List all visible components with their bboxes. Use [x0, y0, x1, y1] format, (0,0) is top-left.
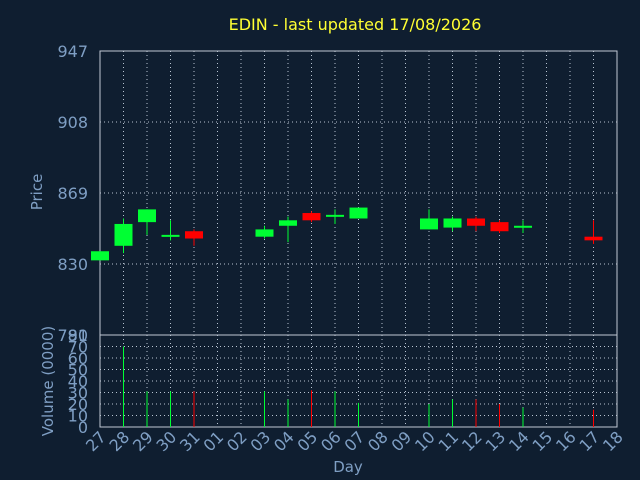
volume-tick-label: 70 [68, 338, 88, 357]
volume-axis-label: Volume (0000) [39, 326, 57, 436]
volume-tick-label: 60 [68, 349, 88, 368]
day-axis-label: Day [333, 458, 363, 476]
candle-body [443, 218, 462, 228]
price-tick-label: 791 [57, 326, 88, 345]
candle-body [302, 213, 321, 221]
price-tick-label: 869 [57, 184, 88, 203]
chart-title: EDIN - last updated 17/08/2026 [229, 15, 482, 34]
candle-body [514, 225, 532, 228]
candle-body [420, 218, 438, 230]
candle-body [279, 220, 297, 226]
volume-tick-label: 50 [68, 361, 88, 380]
candle-body [490, 222, 509, 232]
volume-tick-label: 10 [68, 407, 88, 426]
volume-tick-label: 30 [68, 384, 88, 403]
candle-body [467, 218, 485, 226]
candle-body [326, 214, 344, 217]
volume-tick-label: 0 [78, 418, 88, 437]
volume-tick-label: 20 [68, 395, 88, 414]
candle-body [138, 209, 156, 223]
volume-tick-label: 80 [68, 326, 88, 345]
volume-tick-label: 40 [68, 372, 88, 391]
candle-body [255, 229, 274, 237]
candle-body [185, 231, 203, 239]
price-axis-label: Price [28, 174, 46, 211]
candle-body [114, 223, 133, 246]
candle-body [161, 234, 180, 237]
price-panel: 947 908 869 830 791 [57, 42, 618, 427]
candle-body [349, 207, 368, 219]
candle-body [584, 236, 603, 241]
day-tick-label: 18 [599, 427, 627, 455]
price-tick-label: 947 [57, 42, 88, 61]
price-tick-label: 908 [57, 113, 88, 132]
price-tick-label: 830 [57, 255, 88, 274]
price-plot-frame [99, 50, 618, 336]
candle-body [91, 251, 109, 261]
volume-panel: 8070605040302010027282930310102030405060… [68, 326, 627, 455]
